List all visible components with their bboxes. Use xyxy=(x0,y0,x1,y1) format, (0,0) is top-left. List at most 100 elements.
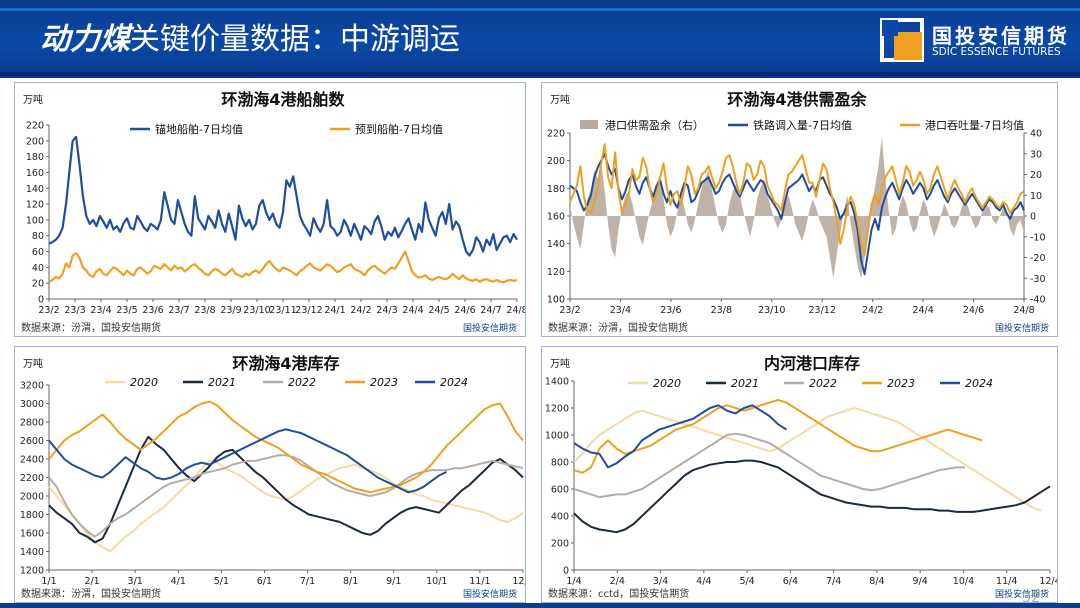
chart-title: 环渤海4港库存 xyxy=(232,354,339,373)
series-line-2 xyxy=(573,432,965,499)
chart-source: 数据来源：汾渭，国投安信期货 xyxy=(21,323,161,334)
y-axis-unit: 万吨 xyxy=(550,93,570,106)
y2-tick-label: 10 xyxy=(1030,191,1042,202)
y-tick-label: 200 xyxy=(26,136,44,147)
legend-label: 2020 xyxy=(130,376,158,389)
x-tick-label: 24/8 xyxy=(506,305,526,316)
series-line-3 xyxy=(48,400,524,494)
chart-source: 数据来源：汾渭，国投安信期货 xyxy=(21,589,161,600)
x-tick-label: 24/4 xyxy=(912,305,933,316)
x-tick-label: 23/5 xyxy=(116,305,137,316)
x-tick-label: 3/1 xyxy=(128,576,143,587)
series-line-0 xyxy=(48,459,524,553)
y2-tick-label: -20 xyxy=(1030,253,1046,264)
series-line-3 xyxy=(573,398,983,474)
series-line-1 xyxy=(48,435,524,544)
y-axis-unit: 万吨 xyxy=(23,357,43,370)
y-tick-label: 2000 xyxy=(20,492,44,503)
y-tick-label: 1400 xyxy=(20,547,44,558)
panel-logo: 国投安信期货 xyxy=(994,324,1049,334)
y-tick-label: 2800 xyxy=(20,418,44,429)
series-line-1 xyxy=(48,250,518,284)
legend-label: 港口吞吐量-7日均值 xyxy=(925,119,1024,132)
y-tick-label: 40 xyxy=(32,263,44,274)
series-line-2 xyxy=(48,454,524,538)
x-tick-label: 8/4 xyxy=(869,576,884,587)
x-tick-label: 23/4 xyxy=(610,305,631,316)
x-tick-label: 11/1 xyxy=(469,576,490,587)
y2-tick-label: -30 xyxy=(1030,274,1046,285)
y-tick-label: 0 xyxy=(38,295,44,306)
x-tick-label: 23/9 xyxy=(220,305,241,316)
y-tick-label: 60 xyxy=(32,247,44,258)
y-tick-label: 1400 xyxy=(545,377,569,388)
y-tick-label: 1800 xyxy=(20,510,44,521)
page-title-bold: 动力煤 xyxy=(40,22,130,57)
x-tick-label: 12/4 xyxy=(1039,576,1058,587)
logo-mark-icon xyxy=(880,18,924,62)
legend-label: 2024 xyxy=(440,376,468,389)
company-logo: 国投安信期货 SDIC ESSENCE FUTURES xyxy=(880,18,1070,66)
x-tick-label: 3/4 xyxy=(653,576,668,587)
y-tick-label: 180 xyxy=(26,152,44,163)
x-tick-label: 23/2 xyxy=(38,305,59,316)
y-tick-label: 20 xyxy=(32,279,44,290)
legend-label: 2020 xyxy=(653,377,681,390)
x-tick-label: 23/12 xyxy=(809,305,836,316)
chart-title: 环渤海4港供需盈余 xyxy=(727,90,867,109)
x-tick-label: 9/4 xyxy=(913,576,928,587)
y-tick-label: 2200 xyxy=(20,473,44,484)
x-tick-label: 5/1 xyxy=(214,576,229,587)
legend-label: 2023 xyxy=(887,377,915,390)
y-tick-label: 160 xyxy=(547,212,565,223)
series-line-0 xyxy=(48,135,518,257)
y-tick-label: 140 xyxy=(547,239,565,250)
x-tick-label: 23/7 xyxy=(168,305,189,316)
x-tick-label: 23/6 xyxy=(660,305,681,316)
header-bottom-line xyxy=(0,72,1080,76)
x-tick-label: 11/4 xyxy=(996,576,1017,587)
y2-tick-label: -40 xyxy=(1030,295,1046,306)
y-tick-label: 3000 xyxy=(20,399,44,410)
chart-title: 环渤海4港船舶数 xyxy=(221,90,345,109)
x-tick-label: 4/1 xyxy=(171,576,186,587)
x-tick-label: 5/4 xyxy=(739,576,754,587)
y-tick-label: 200 xyxy=(551,539,569,550)
x-tick-label: 23/11 xyxy=(269,305,296,316)
header-bar: 动力煤关键价量数据：中游调运 国投安信期货 SDIC ESSENCE FUTUR… xyxy=(0,0,1080,78)
x-tick-label: 24/5 xyxy=(428,305,449,316)
series-line-0 xyxy=(573,407,1042,512)
x-tick-label: 24/7 xyxy=(480,305,501,316)
page-title-rest: 关键价量数据：中游调运 xyxy=(130,22,460,57)
bottom-bar xyxy=(0,603,1080,608)
y-tick-label: 600 xyxy=(551,485,569,496)
y2-tick-label: 0 xyxy=(1030,212,1036,223)
x-tick-label: 23/8 xyxy=(194,305,215,316)
y2-tick-label: 20 xyxy=(1030,170,1042,181)
x-tick-label: 6/1 xyxy=(257,576,272,587)
x-tick-label: 1/4 xyxy=(566,576,581,587)
x-tick-label: 24/2 xyxy=(862,305,883,316)
y-tick-label: 80 xyxy=(32,231,44,242)
legend-label: 2021 xyxy=(208,376,236,389)
y-tick-label: 220 xyxy=(547,129,565,140)
page-number: 32 xyxy=(1022,590,1040,606)
y-tick-label: 1600 xyxy=(20,529,44,540)
y-tick-label: 1000 xyxy=(545,431,569,442)
legend-label: 2024 xyxy=(965,377,993,390)
legend-label: 预到船舶-7日均值 xyxy=(355,122,443,136)
x-tick-label: 10/1 xyxy=(426,576,447,587)
logo-en-text: SDIC ESSENCE FUTURES xyxy=(932,46,1061,58)
chart-panel-port-stock: 环渤海4港库存 万吨 1200 1400 1600 1800 2000 2200 2400 260… xyxy=(14,346,526,603)
legend-label: 2022 xyxy=(288,376,316,389)
x-tick-label: 24/6 xyxy=(963,305,984,316)
series-line-2 xyxy=(569,143,1025,256)
x-tick-label: 23/4 xyxy=(90,305,111,316)
y-tick-label: 120 xyxy=(26,200,44,211)
series-line-4 xyxy=(573,404,788,469)
chart-source: 数据来源：汾渭，国投安信期货 xyxy=(548,323,688,334)
series-line-1 xyxy=(573,459,1051,534)
x-tick-label: 8/1 xyxy=(343,576,358,587)
header-top-line xyxy=(0,8,1080,11)
y-tick-label: 100 xyxy=(547,295,565,306)
